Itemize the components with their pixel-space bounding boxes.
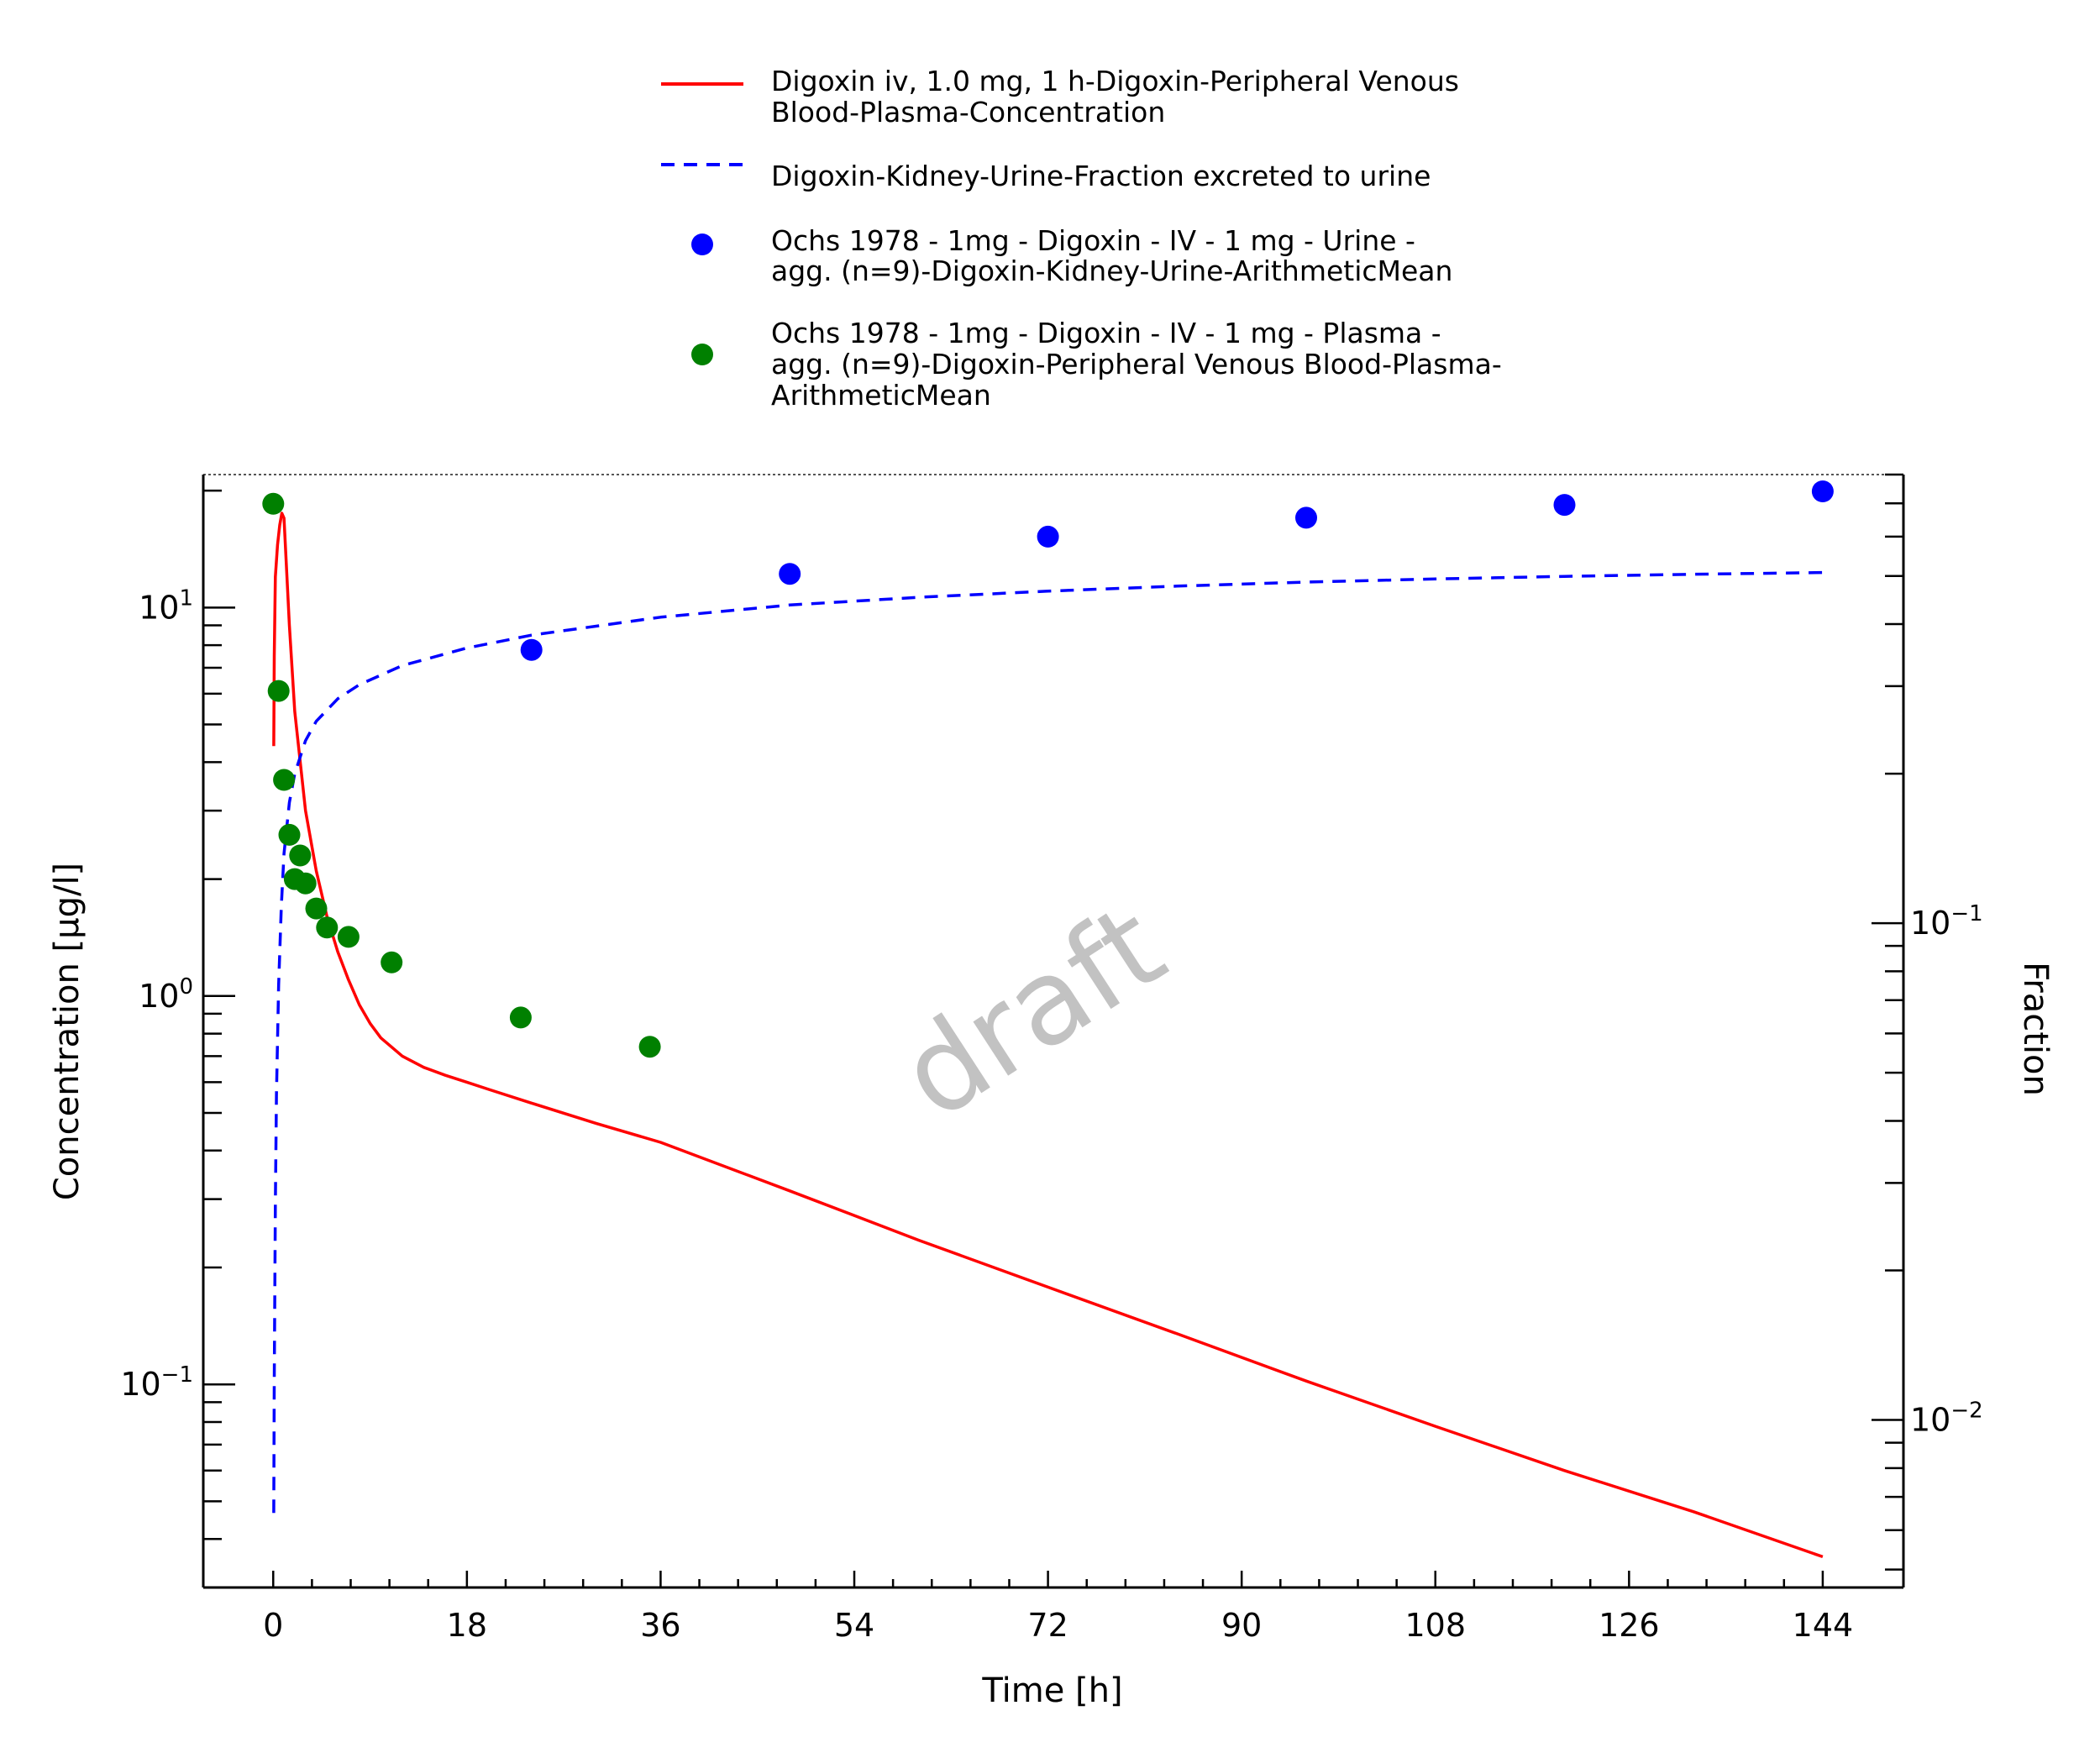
legend-label-simulated-plasma-line-1: Digoxin iv, 1.0 mg, 1 h-Digoxin-Peripher… xyxy=(771,65,1459,97)
x-tick-label: 144 xyxy=(1793,1607,1854,1644)
observed-urine-point xyxy=(1037,525,1059,548)
x-tick-label: 72 xyxy=(1027,1607,1068,1644)
legend-label-observed-plasma-line-2: agg. (n=9)-Digoxin-Peripheral Venous Blo… xyxy=(771,348,1502,380)
observed-plasma-point xyxy=(381,951,403,973)
x-tick-label: 18 xyxy=(447,1607,487,1644)
observed-plasma-point xyxy=(305,897,328,920)
y2-tick-label: 10−2 xyxy=(1910,1399,1983,1439)
legend-label-observed-urine-line-1: Ochs 1978 - 1mg - Digoxin - IV - 1 mg - … xyxy=(771,224,1415,257)
observed-plasma-point xyxy=(278,823,301,846)
y2-axis-ticks: 10−1 10−2 xyxy=(1872,473,1983,1571)
legend: Digoxin iv, 1.0 mg, 1 h-Digoxin-Peripher… xyxy=(661,65,1502,412)
y-tick-label: 10−1 xyxy=(120,1362,193,1403)
observed-urine-point xyxy=(1553,494,1576,517)
observed-plasma-point xyxy=(262,492,285,515)
observed-urine-point xyxy=(1295,506,1317,529)
x-tick-label: 54 xyxy=(834,1607,874,1644)
x-tick-label: 36 xyxy=(640,1607,680,1644)
legend-label-observed-plasma-line-1: Ochs 1978 - 1mg - Digoxin - IV - 1 mg - … xyxy=(771,317,1441,349)
legend-swatch-observed-urine xyxy=(691,234,713,255)
x-axis-title: Time [h] xyxy=(981,1671,1122,1710)
observed-plasma-point xyxy=(273,769,296,791)
legend-swatch-observed-plasma xyxy=(691,344,713,365)
observed-plasma-point xyxy=(267,680,290,702)
x-tick-label: 108 xyxy=(1404,1607,1466,1644)
observed-plasma-point xyxy=(337,926,360,948)
observed-plasma-point xyxy=(509,1006,532,1029)
y2-axis-title: Fraction xyxy=(2016,962,2055,1096)
y-axis-ticks: 101 100 10−1 xyxy=(120,489,235,1589)
series-layer xyxy=(262,480,1834,1559)
observed-plasma-point xyxy=(316,916,339,939)
legend-label-simulated-urine: Digoxin-Kidney-Urine-Fraction excreted t… xyxy=(771,160,1431,192)
y-axis-title: Concentration [µg/l] xyxy=(48,863,87,1200)
observed-urine-point xyxy=(1811,480,1834,502)
x-tick-label: 0 xyxy=(263,1607,283,1644)
y2-tick-label: 10−1 xyxy=(1910,901,1983,942)
legend-label-observed-plasma-line-3: ArithmeticMean xyxy=(771,379,991,412)
y-tick-label: 100 xyxy=(139,974,193,1015)
observed-plasma-point xyxy=(638,1036,661,1058)
legend-label-simulated-plasma-line-2: Blood-Plasma-Concentration xyxy=(771,96,1165,129)
observed-urine-point xyxy=(520,638,543,661)
x-tick-label: 90 xyxy=(1221,1607,1262,1644)
x-tick-label: 126 xyxy=(1599,1607,1660,1644)
x-axis-ticks: 0 18 36 54 72 90 108 126 144 xyxy=(263,1571,1853,1644)
y-tick-label: 101 xyxy=(139,585,193,626)
observed-urine-point xyxy=(779,563,801,585)
observed-plasma-point xyxy=(294,872,317,895)
legend-label-observed-urine-line-2: agg. (n=9)-Digoxin-Kidney-Urine-Arithmet… xyxy=(771,255,1452,287)
simulated-plasma-line xyxy=(272,512,1824,1559)
observed-plasma-point xyxy=(289,844,312,867)
